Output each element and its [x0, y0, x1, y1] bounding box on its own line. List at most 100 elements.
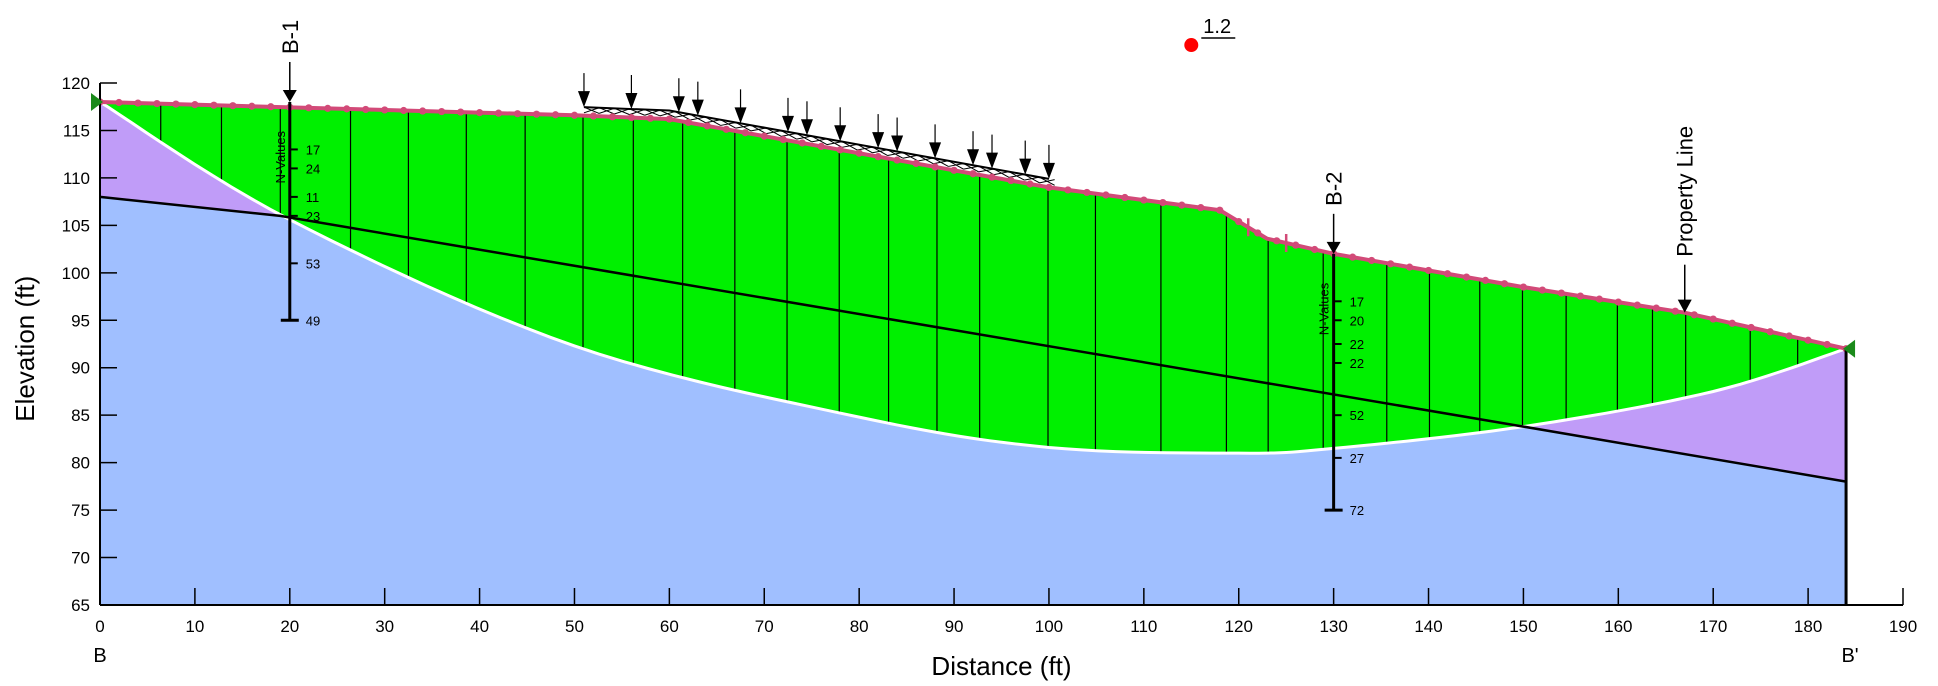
- x-tick-label: 30: [375, 617, 394, 636]
- x-tick-label: 100: [1035, 617, 1063, 636]
- ground-point: [513, 110, 522, 118]
- ground-point: [475, 109, 484, 117]
- load-hatch: [902, 154, 919, 159]
- y-tick-label: 75: [71, 501, 90, 520]
- ground-point: [1424, 266, 1433, 275]
- ground-point: [532, 110, 541, 118]
- boring-arrow: [282, 89, 297, 102]
- ground-point: [1576, 292, 1584, 300]
- load-hatch: [978, 168, 995, 173]
- boring-name: B-2: [1322, 172, 1347, 206]
- load-hatch: [917, 157, 934, 162]
- ground-point: [134, 99, 142, 107]
- x-tick-label: 50: [565, 617, 584, 636]
- ground-point: [779, 135, 787, 144]
- ground-point: [1349, 253, 1357, 261]
- x-tick-label: 180: [1794, 617, 1822, 636]
- n-value: 11: [306, 190, 320, 205]
- ground-point: [1254, 229, 1262, 237]
- property-line-label: Property Line: [1673, 126, 1698, 257]
- n-value: 24: [306, 161, 320, 176]
- boring-name: B-1: [278, 20, 303, 54]
- load-hatch: [993, 171, 1010, 176]
- load-hatch: [933, 160, 949, 165]
- ground-point: [1614, 298, 1622, 306]
- ground-point: [1462, 273, 1471, 281]
- ground-point: [400, 106, 408, 115]
- axes: 0 10 20 30 40 50 60 70 80 90 100 110 120 130 140 150 160…: [62, 74, 1918, 636]
- ground-point: [229, 102, 237, 110]
- ground-point: [115, 98, 123, 107]
- ground-point: [267, 103, 275, 111]
- load-hatch: [887, 152, 903, 157]
- ground-point: [210, 101, 218, 109]
- ground-point: [627, 113, 636, 122]
- ground-point: [1766, 328, 1774, 336]
- x-tick-label: 0: [95, 617, 104, 636]
- ground-point: [1311, 245, 1319, 254]
- y-axis-title: Elevation (ft): [10, 276, 40, 422]
- ground-point: [362, 105, 370, 114]
- ground-point: [1045, 183, 1053, 191]
- ground-point: [798, 139, 806, 147]
- load-hatch: [735, 124, 752, 129]
- ground-point: [589, 112, 598, 120]
- ground-point: [1102, 191, 1110, 199]
- ground-point: [1823, 340, 1831, 349]
- ground-point: [950, 166, 958, 174]
- ground-point: [343, 105, 351, 113]
- ground-point: [1121, 193, 1129, 202]
- load-hatch: [720, 121, 736, 126]
- y-tick-label: 120: [62, 74, 90, 93]
- ground-point: [1292, 241, 1300, 249]
- ground-point: [419, 107, 427, 115]
- ground-point: [931, 163, 939, 171]
- x-tick-label: 120: [1225, 617, 1253, 636]
- ground-point: [1026, 180, 1034, 188]
- ground-point: [570, 111, 579, 119]
- ground-point: [1747, 323, 1755, 332]
- ground-point: [912, 159, 920, 168]
- ground-point: [1367, 256, 1376, 265]
- load-hatch: [659, 111, 676, 117]
- n-value: 22: [1350, 337, 1364, 352]
- ground-surface-points: [96, 98, 1850, 353]
- load-hatch: [598, 107, 615, 114]
- n-value: 17: [306, 142, 320, 157]
- ground-point: [1178, 201, 1186, 209]
- load-arrow-head: [781, 115, 794, 132]
- ground-point: [1481, 276, 1490, 285]
- ground-point: [153, 99, 161, 108]
- y-tick-label: 85: [71, 406, 90, 425]
- ground-point: [191, 101, 199, 109]
- property-line: Property Line: [1673, 126, 1698, 313]
- ground-point: [172, 100, 180, 108]
- distributed-load: [577, 73, 1055, 186]
- ground-point: [1671, 307, 1679, 315]
- soil-layers: [100, 102, 1847, 605]
- ground-point: [665, 115, 673, 123]
- x-tick-label: 80: [850, 617, 869, 636]
- ground-point: [836, 146, 844, 154]
- load-hatch: [841, 143, 858, 148]
- n-value: 53: [306, 256, 320, 271]
- ground-point: [1652, 304, 1660, 312]
- load-arrow-head: [986, 152, 999, 169]
- ground-point: [551, 111, 560, 119]
- load-hatch: [963, 165, 979, 170]
- ground-point: [988, 173, 996, 181]
- ground-point: [1785, 332, 1793, 340]
- load-hatch: [750, 127, 767, 132]
- y-tick-label: 95: [71, 311, 90, 330]
- load-hatch: [629, 109, 645, 116]
- layer-boundary: [99, 195, 1847, 483]
- n-values-label: N-Values: [273, 130, 288, 183]
- load-hatch: [1008, 173, 1025, 178]
- ground-point: [1064, 186, 1072, 194]
- load-arrow-head: [577, 91, 590, 108]
- ground-point: [1804, 336, 1812, 344]
- load-hatch: [811, 138, 827, 143]
- slip-surface: [99, 100, 1847, 455]
